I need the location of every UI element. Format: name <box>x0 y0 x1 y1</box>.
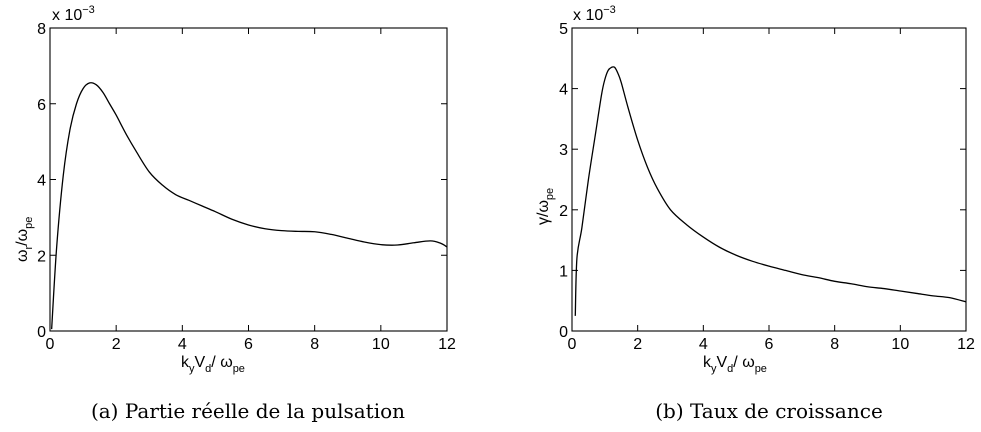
panel-a-x-axis-label: kyVd/ ωpe <box>181 354 245 375</box>
panel-a-caption: (a) Partie réelle de la pulsation <box>91 399 405 423</box>
x-tick-label: 4 <box>178 336 187 353</box>
y-tick-label: 1 <box>559 263 568 280</box>
x-tick-label: 2 <box>633 336 642 353</box>
panel-a-y-tick-labels: 0 2 4 6 8 <box>37 21 46 341</box>
x-tick-label: 4 <box>699 336 708 353</box>
x-tick-label: 12 <box>957 336 975 353</box>
panel-b-series-line <box>574 66 967 316</box>
y-tick-label: 2 <box>37 248 46 265</box>
panel-a-y-multiplier: x 10−3 <box>52 4 95 24</box>
panel-b-y-axis-label: γ/ωpe <box>535 188 556 225</box>
x-tick-label: 6 <box>765 336 774 353</box>
x-tick-label: 8 <box>830 336 839 353</box>
panel-a-series-line <box>51 82 448 330</box>
panel-a-plot-frame <box>49 27 448 332</box>
x-tick-label: 10 <box>372 336 390 353</box>
x-tick-label: 10 <box>891 336 909 353</box>
y-tick-label: 2 <box>559 203 568 220</box>
panel-b-y-multiplier: x 10−3 <box>573 4 616 24</box>
panel-b-ticks <box>571 27 967 332</box>
y-tick-label: 0 <box>37 324 46 341</box>
y-tick-label: 4 <box>37 173 46 190</box>
panel-a-ticks <box>49 27 448 332</box>
x-tick-label: 0 <box>46 336 55 353</box>
panel-b-x-tick-labels: 0 2 4 6 8 10 12 <box>568 336 975 353</box>
y-tick-label: 0 <box>559 324 568 341</box>
x-tick-label: 12 <box>438 336 456 353</box>
panel-a-y-axis-label: ωr/ωpe <box>14 217 35 262</box>
panel-a-x-tick-labels: 0 2 4 6 8 10 12 <box>46 336 456 353</box>
y-tick-label: 4 <box>559 82 568 99</box>
panel-b-caption: (b) Taux de croissance <box>655 399 883 423</box>
y-tick-label: 8 <box>37 21 46 38</box>
x-tick-label: 0 <box>568 336 577 353</box>
x-tick-label: 6 <box>244 336 253 353</box>
panel-b-y-tick-labels: 0 1 2 3 4 5 <box>559 21 568 341</box>
y-tick-label: 5 <box>559 21 568 38</box>
panel-b-x-axis-label: kyVd/ ωpe <box>703 354 767 375</box>
y-tick-label: 6 <box>37 97 46 114</box>
x-tick-label: 2 <box>112 336 121 353</box>
panel-b-plot-frame <box>571 27 967 332</box>
x-tick-label: 8 <box>310 336 319 353</box>
y-tick-label: 3 <box>559 142 568 159</box>
